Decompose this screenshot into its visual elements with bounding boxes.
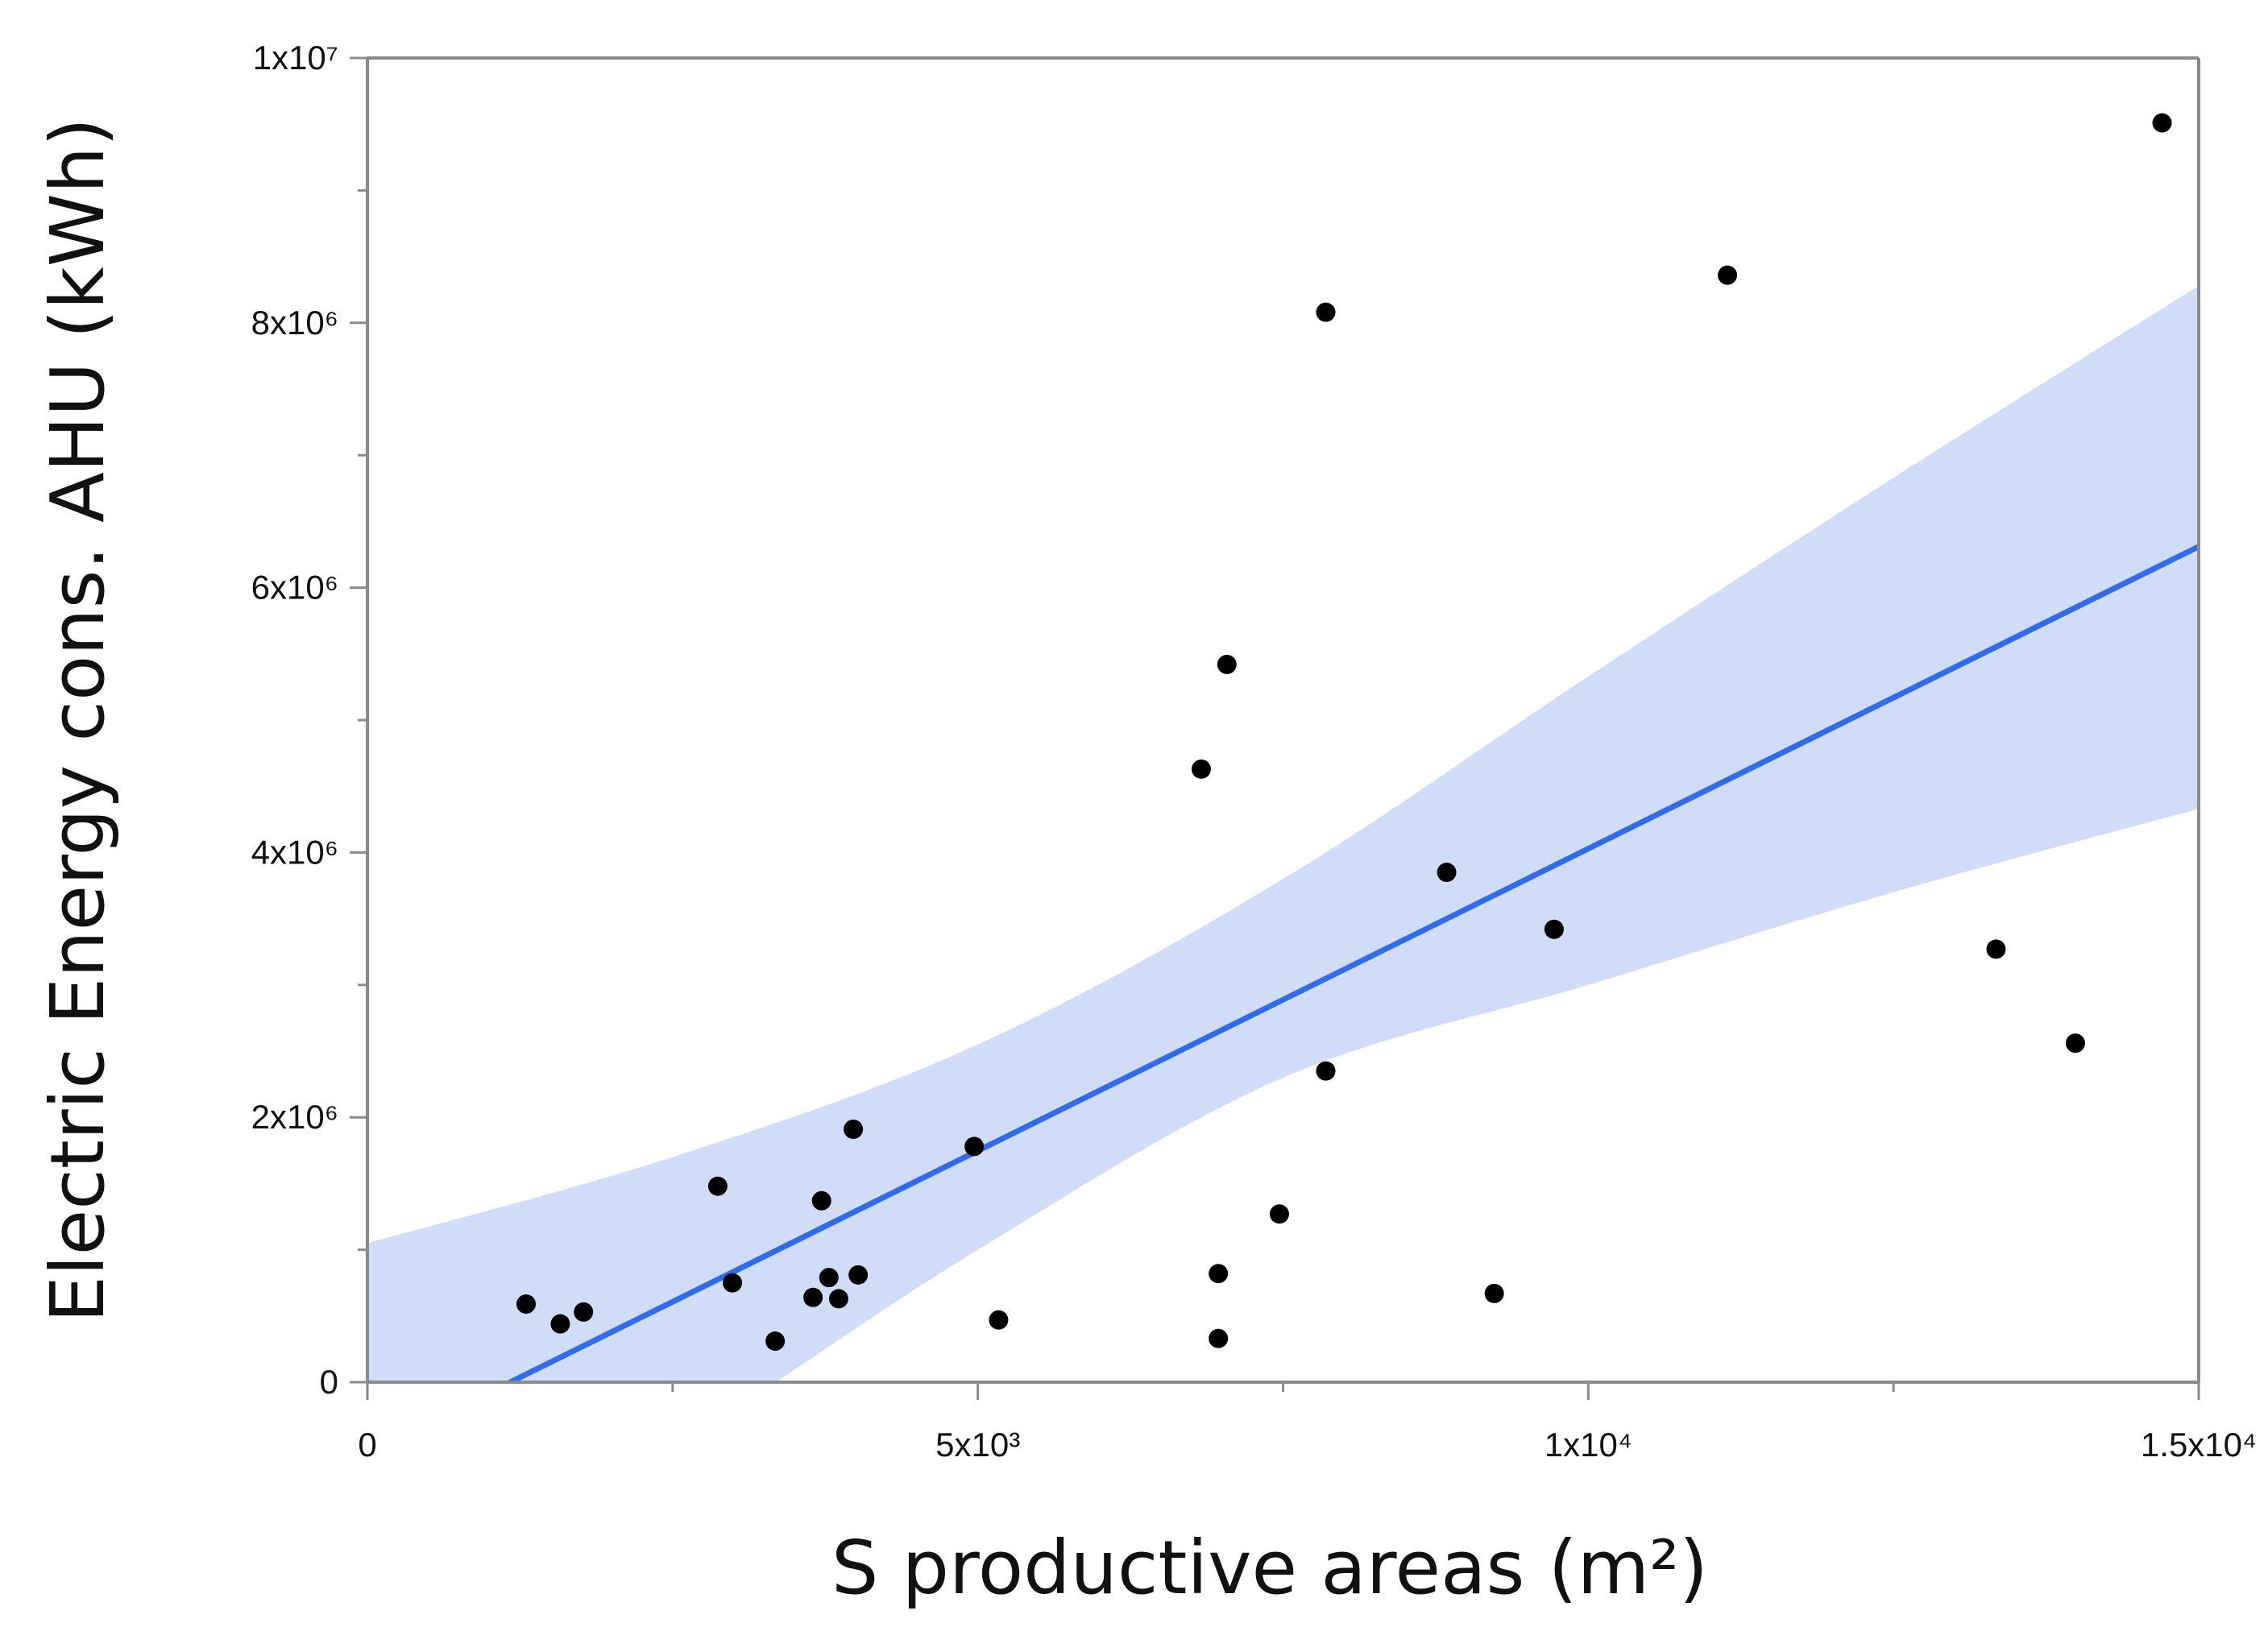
data-point: [2065, 1033, 2085, 1054]
y-tick-label: 0: [320, 1363, 338, 1401]
band-layer: [367, 285, 2199, 1382]
x-tick-label: 1.5x10⁴: [2141, 1426, 2257, 1464]
data-point: [516, 1294, 536, 1315]
y-tick-label: 6x10⁶: [251, 569, 338, 607]
data-point: [1437, 863, 1457, 883]
points-layer: [516, 113, 2172, 1352]
data-point: [811, 1190, 831, 1211]
regression-line: [507, 544, 2199, 1382]
data-point: [2152, 113, 2172, 133]
axes-layer: [350, 56, 2200, 1400]
data-point: [848, 1265, 869, 1285]
x-tick-label: 5x10³: [935, 1426, 1020, 1464]
data-point: [550, 1314, 570, 1334]
data-point: [1209, 1264, 1229, 1284]
data-point: [828, 1289, 848, 1309]
data-point: [1316, 302, 1336, 322]
data-point: [989, 1310, 1009, 1330]
x-tick-label: 1x10⁴: [1544, 1426, 1632, 1464]
data-point: [1986, 939, 2006, 959]
confidence-band: [367, 285, 2199, 1382]
data-point: [765, 1331, 786, 1352]
x-tick-label: 0: [358, 1426, 376, 1464]
data-point: [723, 1273, 743, 1293]
y-tick-label: 1x10⁷: [253, 39, 338, 77]
y-tick-label: 4x10⁶: [251, 833, 338, 871]
data-point: [1484, 1283, 1504, 1303]
y-tick-label: 2x10⁶: [251, 1098, 338, 1136]
labels-layer: 0 2x10⁶ 4x10⁶ 6x10⁶ 8x10⁶ 1x10⁷ 0 5x10³ 1x10⁴ 1.5…: [251, 39, 2257, 1464]
data-point: [819, 1268, 839, 1288]
data-point: [574, 1302, 594, 1322]
y-tick-label: 8x10⁶: [251, 304, 338, 342]
data-point: [1269, 1204, 1289, 1224]
data-point: [1209, 1328, 1229, 1348]
data-point: [1217, 654, 1237, 674]
data-point: [707, 1176, 728, 1196]
data-point: [1191, 759, 1211, 779]
data-point: [964, 1137, 985, 1157]
data-point: [803, 1287, 823, 1307]
data-point: [1544, 919, 1564, 939]
data-point: [844, 1119, 864, 1139]
y-axis-title: Electric Energy cons. AHU (kWh): [35, 118, 121, 1323]
fit-line-layer: [507, 544, 2199, 1382]
data-point: [1718, 265, 1738, 285]
data-point: [1316, 1061, 1336, 1081]
x-axis-title: S productive areas (m²): [831, 1525, 1708, 1611]
